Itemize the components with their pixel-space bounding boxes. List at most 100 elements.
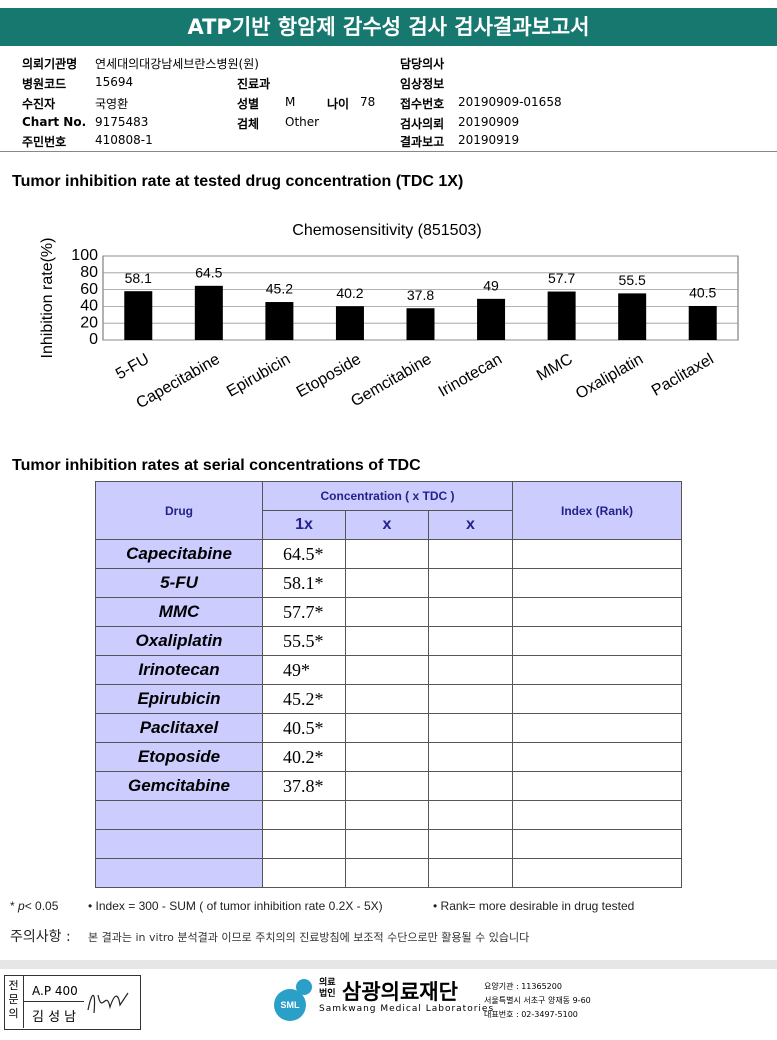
empty-cell (345, 800, 429, 830)
info-label: 진료과 (237, 77, 271, 91)
chart: Chemosensitivity (851503) Inhibition rat… (39, 222, 739, 412)
empty-cell (512, 626, 682, 656)
info-label: 주민번호 (22, 135, 67, 149)
x-tick-label: 5-FU (113, 351, 152, 384)
footnote-p: p (18, 899, 25, 913)
info-label: Chart No. (22, 115, 87, 129)
table-row: MMC 57.7* (95, 597, 682, 627)
value-label: 49 (483, 278, 499, 294)
empty-cell (428, 684, 513, 714)
table-cell: Oxaliplatin (95, 626, 263, 656)
empty-cell (345, 684, 429, 714)
value-label: 57.7 (548, 270, 575, 286)
signature (87, 992, 129, 1014)
y-axis-label: Inhibition rate(%) (39, 238, 56, 359)
value-label: 40.2 (336, 285, 363, 301)
empty-cell (345, 829, 429, 859)
divider (0, 960, 777, 969)
table-row: Irinotecan 49* (95, 655, 682, 685)
empty-cell (345, 742, 429, 772)
info-label: 담당의사 (400, 57, 445, 71)
empty-cell (262, 858, 346, 888)
header-cell: Concentration ( x TDC ) (262, 481, 513, 511)
empty-cell (345, 771, 429, 801)
info-label: 병원코드 (22, 77, 67, 91)
x-tick-label: MMC (534, 351, 576, 385)
empty-cell (512, 742, 682, 772)
empty-cell (512, 858, 682, 888)
footnote: • Rank= more desirable in drug tested (433, 899, 635, 913)
org-type: 의료 법인 (319, 978, 336, 1000)
table-row (95, 800, 682, 830)
table-cell: Paclitaxel (95, 713, 263, 743)
table-row: Paclitaxel 40.5* (95, 713, 682, 743)
divider (0, 151, 777, 152)
empty-cell (428, 800, 513, 830)
notice-text: 본 결과는 in vitro 분석결과 이므로 주치의의 진료방침에 보조적 수… (88, 931, 530, 944)
empty-cell (428, 742, 513, 772)
info-value: 9175483 (95, 115, 149, 129)
empty-cell (428, 713, 513, 743)
y-tick-label: 0 (89, 331, 98, 348)
table-cell: Epirubicin (95, 684, 263, 714)
x-tick-label: Irinotecan (436, 351, 505, 401)
footnote: * p< 0.05 (10, 899, 58, 913)
org-logo: SML (274, 979, 312, 1021)
empty-cell (428, 655, 513, 685)
table-cell: 40.2* (262, 742, 346, 772)
header-cell: Index (Rank) (512, 481, 682, 540)
table-row (95, 829, 682, 859)
empty-cell (512, 713, 682, 743)
signer-title: 전문의 (4, 975, 24, 1028)
info-value: 78 (360, 95, 376, 109)
chart-title: Chemosensitivity (851503) (292, 222, 481, 239)
empty-cell (512, 597, 682, 627)
empty-cell (512, 684, 682, 714)
table-row: 5-FU 58.1* (95, 568, 682, 598)
empty-cell (428, 829, 513, 859)
table-cell: 45.2* (262, 684, 346, 714)
footnote-star: * (10, 899, 15, 913)
empty-cell (428, 539, 513, 569)
empty-cell (428, 597, 513, 627)
x-tick-label: Epirubicin (224, 351, 293, 401)
org-type-line: 법인 (319, 989, 336, 999)
info-label: 접수번호 (400, 97, 445, 111)
info-label: 검체 (237, 117, 260, 131)
table-row: Etoposide 40.2* (95, 742, 682, 772)
empty-cell (345, 568, 429, 598)
table-cell: 49* (262, 655, 346, 685)
table-cell: 64.5* (262, 539, 346, 569)
footnote: • Index = 300 - SUM ( of tumor inhibitio… (88, 899, 383, 913)
result-table: Drug Concentration ( x TDC ) Index (Rank… (95, 481, 682, 888)
value-label: 64.5 (195, 265, 222, 281)
signer-name: 김 성 남 (32, 1010, 77, 1025)
x-tick-label: Gemcitabine (348, 351, 434, 411)
org-phone: 대표번호 : 02-3497-5100 (484, 1010, 578, 1019)
empty-cell (512, 800, 682, 830)
bar (477, 298, 506, 340)
table-cell: 57.7* (262, 597, 346, 627)
table-cell: Capecitabine (95, 539, 263, 569)
info-label: 임상정보 (400, 77, 445, 91)
bar (547, 291, 576, 340)
value-label: 58.1 (125, 270, 152, 286)
logo-text: SML (281, 1000, 301, 1010)
table-row: Gemcitabine 37.8* (95, 771, 682, 801)
table-row: Oxaliplatin 55.5* (95, 626, 682, 656)
x-tick-label: Paclitaxel (649, 351, 717, 400)
empty-cell (512, 568, 682, 598)
info-value: 15694 (95, 75, 134, 89)
empty-cell (428, 858, 513, 888)
y-tick-label: 60 (80, 281, 98, 298)
bar (335, 306, 364, 340)
info-label: 수진자 (22, 97, 56, 111)
bar (406, 308, 435, 340)
empty-cell (345, 539, 429, 569)
notice-label: 주의사항 : (10, 929, 71, 945)
table-row: Epirubicin 45.2* (95, 684, 682, 714)
table-row (95, 858, 682, 888)
signer-code: A.P 400 (32, 984, 78, 998)
org-name: 삼광의료재단 (342, 980, 458, 1004)
